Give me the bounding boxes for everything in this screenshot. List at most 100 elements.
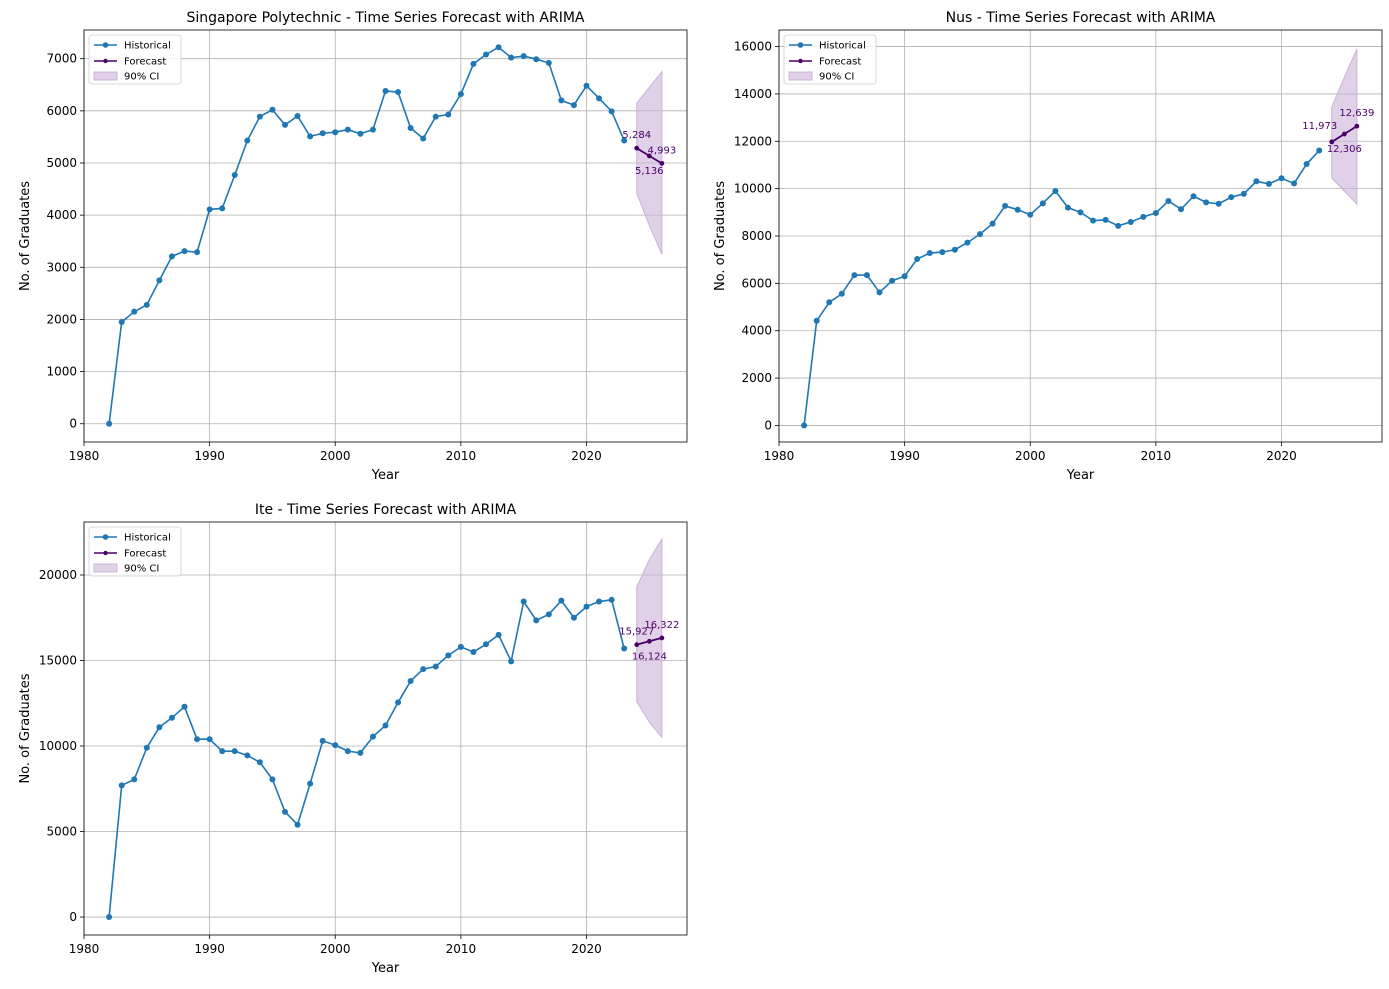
legend-forecast-marker xyxy=(103,58,108,64)
legend: Historical Forecast 90% CI xyxy=(783,34,877,85)
x-axis-label: Year xyxy=(371,961,400,976)
y-tick-label: 0 xyxy=(69,417,77,431)
historical-point xyxy=(269,106,276,113)
y-tick-label: 20000 xyxy=(39,568,77,582)
historical-point xyxy=(977,231,983,238)
forecast-point xyxy=(659,160,665,166)
historical-point xyxy=(319,130,326,137)
forecast-point xyxy=(646,638,652,644)
historical-point xyxy=(206,206,213,213)
historical-point xyxy=(344,748,351,755)
x-tick-label: 2010 xyxy=(446,942,477,956)
historical-point xyxy=(495,44,502,51)
legend: Historical Forecast 90% CI xyxy=(88,526,182,577)
historical-point xyxy=(445,652,452,659)
x-tick-label: 1990 xyxy=(194,449,225,463)
forecast-point xyxy=(634,642,640,648)
y-tick-label: 5000 xyxy=(46,156,77,170)
historical-point xyxy=(156,724,163,731)
historical-point xyxy=(1215,200,1222,207)
forecast-point xyxy=(1341,131,1347,137)
forecast-annotation: 5,284 xyxy=(622,130,651,141)
historical-point xyxy=(1039,200,1046,207)
historical-point xyxy=(1064,204,1071,211)
historical-point xyxy=(118,319,125,326)
historical-point xyxy=(256,759,263,766)
forecast-annotation: 16,322 xyxy=(644,620,679,631)
historical-point xyxy=(219,748,226,755)
historical-point xyxy=(596,95,603,102)
historical-point xyxy=(483,641,489,648)
historical-point xyxy=(621,137,628,144)
y-axis-label: No. of Graduates xyxy=(18,673,33,783)
historical-point xyxy=(914,255,921,262)
historical-point xyxy=(1027,211,1034,218)
historical-point xyxy=(194,249,201,256)
axes-frame xyxy=(83,521,688,936)
y-axis-label: No. of Graduates xyxy=(18,181,33,291)
legend-label: 90% CI xyxy=(124,72,159,83)
historical-point xyxy=(445,111,452,118)
y-tick-label: 4000 xyxy=(46,208,77,222)
historical-point xyxy=(533,617,540,624)
historical-point xyxy=(131,776,138,783)
historical-point xyxy=(851,272,858,279)
historical-point xyxy=(244,752,251,759)
historical-point xyxy=(181,703,188,710)
historical-point xyxy=(457,91,464,98)
legend-ci-patch xyxy=(788,71,813,81)
historical-point xyxy=(545,611,552,618)
legend: Historical Forecast 90% CI xyxy=(88,34,182,85)
legend-label: 90% CI xyxy=(819,72,854,83)
historical-point xyxy=(621,645,628,652)
historical-point xyxy=(1228,194,1235,201)
historical-point xyxy=(294,821,301,828)
legend-ci-patch xyxy=(93,563,118,573)
chart-title: Singapore Polytechnic - Time Series Fore… xyxy=(187,10,585,26)
historical-point xyxy=(269,776,276,783)
historical-point xyxy=(369,126,376,133)
historical-point xyxy=(533,56,540,63)
y-tick-label: 6000 xyxy=(46,104,77,118)
historical-point xyxy=(106,420,113,427)
historical-point xyxy=(344,126,351,133)
forecast-point xyxy=(646,153,652,159)
historical-point xyxy=(307,780,314,787)
historical-point xyxy=(407,678,414,685)
historical-point xyxy=(181,248,188,255)
legend-historical-marker xyxy=(797,42,804,48)
historical-point xyxy=(863,272,870,279)
historical-point xyxy=(294,113,301,120)
x-axis-label: Year xyxy=(371,468,400,483)
historical-point xyxy=(1152,210,1159,217)
historical-point xyxy=(838,290,845,297)
historical-point xyxy=(545,59,552,66)
forecast-annotation: 12,306 xyxy=(1327,144,1362,155)
ci-band xyxy=(636,70,663,255)
historical-point xyxy=(1240,190,1247,197)
historical-point xyxy=(1178,206,1184,213)
legend-label: Forecast xyxy=(124,57,166,68)
historical-point xyxy=(1052,188,1059,195)
x-tick-label: 2000 xyxy=(320,942,351,956)
forecast-annotation: 11,973 xyxy=(1302,121,1337,132)
y-tick-label: 8000 xyxy=(741,229,772,243)
ci-band xyxy=(636,537,663,739)
historical-point xyxy=(131,308,138,315)
historical-point xyxy=(1102,216,1109,223)
legend-ci-patch xyxy=(93,71,118,81)
historical-point xyxy=(432,663,439,670)
historical-point xyxy=(143,744,150,751)
historical-point xyxy=(558,597,565,604)
legend-forecast-marker xyxy=(103,550,108,556)
historical-point xyxy=(244,137,251,144)
chart-ite: 15,927 16,124 16,322 1980 1990 2000 2010 2020 0 5… xyxy=(18,502,688,976)
historical-point xyxy=(520,598,527,605)
y-tick-label: 2000 xyxy=(46,312,77,326)
x-tick-label: 2020 xyxy=(1266,449,1297,463)
historical-point xyxy=(926,250,933,257)
historical-point xyxy=(508,658,515,665)
historical-point xyxy=(1140,213,1147,220)
historical-point xyxy=(1165,197,1172,204)
historical-point xyxy=(118,782,125,789)
